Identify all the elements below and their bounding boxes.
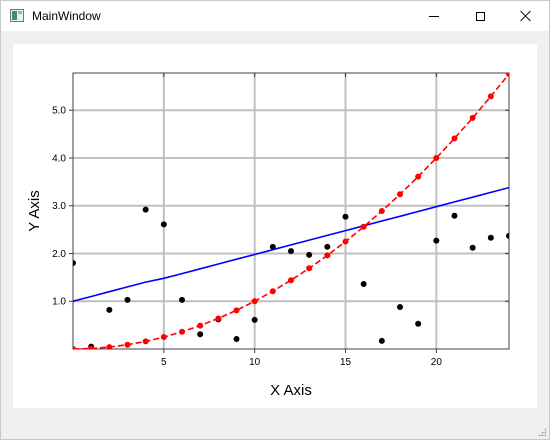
close-icon [520,10,532,22]
plot-frame [72,72,510,350]
series-2-marker-6 [179,328,185,335]
series-2-marker-0 [73,346,76,349]
series-0-point-0 [73,260,76,267]
series-2-marker-22 [469,114,476,121]
series-2-marker-1 [88,345,95,349]
x-tick-label-0: 5 [161,357,167,368]
series-2-marker-4 [142,338,149,345]
series-0-point-3 [124,296,131,303]
chart: 5 10 15 20 1.0 2.0 3.0 4.0 5.0 X Axis Y Axis [26,72,510,399]
series-0-point-22 [469,244,476,251]
chart-panel: 5 10 15 20 1.0 2.0 3.0 4.0 5.0 X Axis Y Axis [13,44,537,408]
series-0-point-5 [160,221,167,228]
series-0-point-11 [269,243,276,250]
x-tick-label-1: 10 [249,357,261,368]
series-2-marker-21 [451,135,458,142]
y-axis-label: Y Axis [26,190,43,231]
y-tick-label-0: 1.0 [52,297,66,308]
series-0-point-13 [306,251,313,258]
series-2-marker-17 [378,208,385,214]
x-tick-label-2: 15 [340,357,352,368]
series-2-line [73,73,509,349]
series-2-marker-10 [251,298,258,305]
y-tick-label-4: 5.0 [52,106,66,117]
series-2-marker-23 [487,93,494,100]
series-0-point-4 [142,206,149,213]
title-bar[interactable]: MainWindow [1,1,549,31]
series-1-line [73,186,509,302]
series-2-marker-8 [215,315,222,322]
series-0-point-14 [324,243,331,250]
series-2-marker-3 [124,341,131,348]
series-0-point-20 [433,237,440,244]
close-button[interactable] [503,1,549,31]
minimize-button[interactable] [411,1,457,31]
series-2-marker-2 [106,344,113,349]
series-2-marker-19 [415,173,422,180]
series-2-marker-11 [269,288,276,295]
series-2-marker-16 [360,223,367,230]
series-0-point-18 [397,303,403,310]
series-0-point-10 [251,316,258,323]
series-0-point-17 [378,337,385,344]
series-2-marker-20 [433,154,440,161]
series-2-marker-12 [288,277,294,284]
y-tick-label-3: 4.0 [52,153,66,164]
series-2-marker-9 [233,307,240,314]
series-0-point-24 [506,232,509,239]
series-2-marker-13 [306,265,313,272]
series-0-point-15 [342,213,349,220]
app-window-icon [10,9,24,22]
window-title: MainWindow [32,9,101,23]
series-2-marker-18 [397,191,403,198]
series-0-point-21 [451,212,458,219]
x-tick-label-3: 20 [431,357,443,368]
resize-grip[interactable] [538,428,546,436]
series-2-marker-15 [342,238,349,245]
minimize-icon [429,15,439,17]
series-0-point-7 [197,331,204,338]
series-0-point-9 [233,335,240,342]
maximize-icon [475,11,485,21]
maximize-button[interactable] [457,1,503,31]
series-0-point-16 [360,281,367,288]
series-2-marker-5 [160,334,167,341]
series-0-point-12 [288,248,294,255]
series-2-marker-7 [197,322,204,329]
series-2-marker-24 [506,73,509,77]
series-0-point-19 [415,320,422,327]
series-2-marker-14 [324,252,331,259]
series-0-point-6 [179,296,185,303]
x-axis-label: X Axis [270,382,312,399]
series-0-point-23 [487,234,494,241]
y-tick-label-1: 2.0 [52,249,66,260]
series-0-point-2 [106,306,113,313]
y-tick-label-2: 3.0 [52,201,66,212]
